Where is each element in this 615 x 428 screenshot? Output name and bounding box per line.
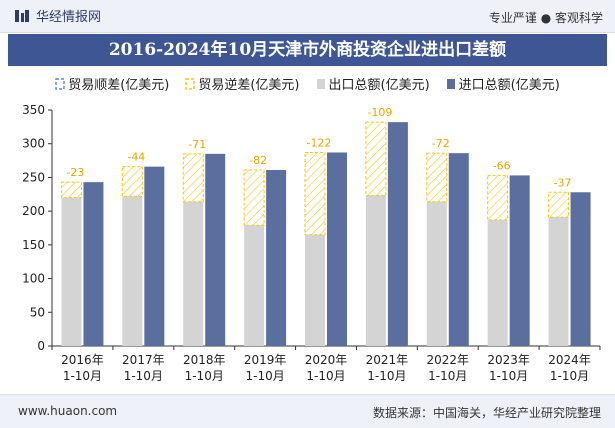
legend-export-icon <box>316 78 325 89</box>
deficit-bar <box>426 152 448 203</box>
x-tick-label: 2016年 <box>61 353 104 367</box>
legend-export-label: 出口总额(亿美元) <box>328 78 430 93</box>
deficit-value-label: -122 <box>307 136 332 149</box>
x-tick-label: 1-10月 <box>489 369 528 383</box>
y-tick-label: 50 <box>30 305 45 319</box>
y-tick-label: 300 <box>22 137 45 151</box>
legend-import-icon <box>446 78 455 89</box>
legend-deficit-label: 贸易逆差(亿美元) <box>198 78 300 93</box>
import-bar <box>387 122 408 346</box>
chart-title: 2016-2024年10月天津市外商投资企业进出口差额 <box>108 40 507 60</box>
x-tick-label: 2019年 <box>244 353 287 367</box>
deficit-value-label: -37 <box>554 176 572 189</box>
chart-legend: 贸易顺差(亿美元) 贸易逆差(亿美元) 出口总额(亿美元) 进口总额(亿美元) <box>0 74 615 93</box>
x-tick-label: 2021年 <box>366 353 409 367</box>
deficit-bar <box>548 191 570 218</box>
y-tick-label: 200 <box>22 204 45 218</box>
footer: www.huaon.com 数据来源：中国海关，华经产业研究院整理 <box>0 394 615 428</box>
export-bar <box>122 196 143 346</box>
x-tick-label: 2022年 <box>427 353 470 367</box>
legend-item-surplus[interactable]: 贸易顺差(亿美元) <box>55 74 169 93</box>
legend-deficit-icon <box>185 77 196 90</box>
import-bar <box>144 166 165 346</box>
top-bar: 华经情报网 专业严谨 ● 客观科学 <box>0 0 615 33</box>
brand[interactable]: 华经情报网 <box>14 6 101 25</box>
export-bar <box>305 234 325 346</box>
legend-surplus-icon <box>55 77 65 90</box>
deficit-bar <box>60 181 82 199</box>
import-bar <box>266 170 287 346</box>
y-tick-label: 250 <box>22 170 45 184</box>
legend-item-export[interactable]: 出口总额(亿美元) <box>316 74 430 93</box>
deficit-bar <box>487 174 509 221</box>
x-tick-label: 1-10月 <box>245 369 284 383</box>
import-bar <box>205 153 226 346</box>
import-bar <box>448 153 469 346</box>
deficit-bar <box>365 121 387 197</box>
export-bar <box>548 217 569 346</box>
y-tick-label: 0 <box>37 339 45 353</box>
export-bar <box>61 197 82 346</box>
brand-name: 华经情报网 <box>36 10 102 25</box>
export-bar <box>487 219 508 346</box>
export-bar <box>183 201 204 346</box>
legend-surplus-label: 贸易顺差(亿美元) <box>68 78 170 93</box>
deficit-value-label: -71 <box>188 138 206 151</box>
deficit-value-label: -72 <box>432 137 450 150</box>
legend-import-label: 进口总额(亿美元) <box>458 78 560 93</box>
logo-icon <box>15 9 29 22</box>
x-tick-label: 1-10月 <box>63 369 102 383</box>
import-bar <box>509 175 530 346</box>
x-tick-label: 2020年 <box>305 353 348 367</box>
deficit-bar <box>121 166 143 197</box>
y-tick-label: 350 <box>22 103 45 117</box>
x-tick-label: 1-10月 <box>550 369 589 383</box>
deficit-bar <box>304 151 326 236</box>
import-bar <box>570 192 591 346</box>
deficit-value-label: -23 <box>66 166 84 179</box>
x-tick-label: 1-10月 <box>306 369 345 383</box>
x-tick-label: 2018年 <box>183 353 226 367</box>
export-bar <box>244 225 265 346</box>
x-tick-label: 2024年 <box>548 353 591 367</box>
deficit-value-label: -44 <box>127 151 145 164</box>
x-tick-label: 1-10月 <box>367 369 406 383</box>
x-tick-label: 1-10月 <box>124 369 163 383</box>
export-bar <box>365 195 386 346</box>
site-url[interactable]: www.huaon.com <box>18 404 118 418</box>
tagline: 专业严谨 ● 客观科学 <box>488 11 603 25</box>
export-bar <box>426 201 447 346</box>
deficit-bar <box>243 169 265 226</box>
x-tick-label: 1-10月 <box>428 369 467 383</box>
y-tick-label: 150 <box>22 238 45 252</box>
deficit-value-label: -82 <box>249 154 267 167</box>
data-source: 数据来源：中国海关，华经产业研究院整理 <box>372 406 601 420</box>
y-tick-label: 100 <box>22 272 45 286</box>
import-bar <box>83 182 104 346</box>
x-tick-label: 2017年 <box>122 353 165 367</box>
import-bar <box>327 152 347 346</box>
deficit-bar <box>182 153 204 203</box>
x-tick-label: 1-10月 <box>185 369 224 383</box>
bar-chart: 0 50 100 150 200 250 300 350 -23 2016年 1-10月 -44 201… <box>22 103 601 383</box>
deficit-value-label: -109 <box>367 106 392 119</box>
legend-item-import[interactable]: 进口总额(亿美元) <box>446 74 560 93</box>
chart-title-bar: 2016-2024年10月天津市外商投资企业进出口差额 <box>8 34 607 66</box>
x-tick-label: 2023年 <box>487 353 530 367</box>
deficit-value-label: -66 <box>493 159 511 172</box>
legend-item-deficit[interactable]: 贸易逆差(亿美元) <box>185 74 300 93</box>
